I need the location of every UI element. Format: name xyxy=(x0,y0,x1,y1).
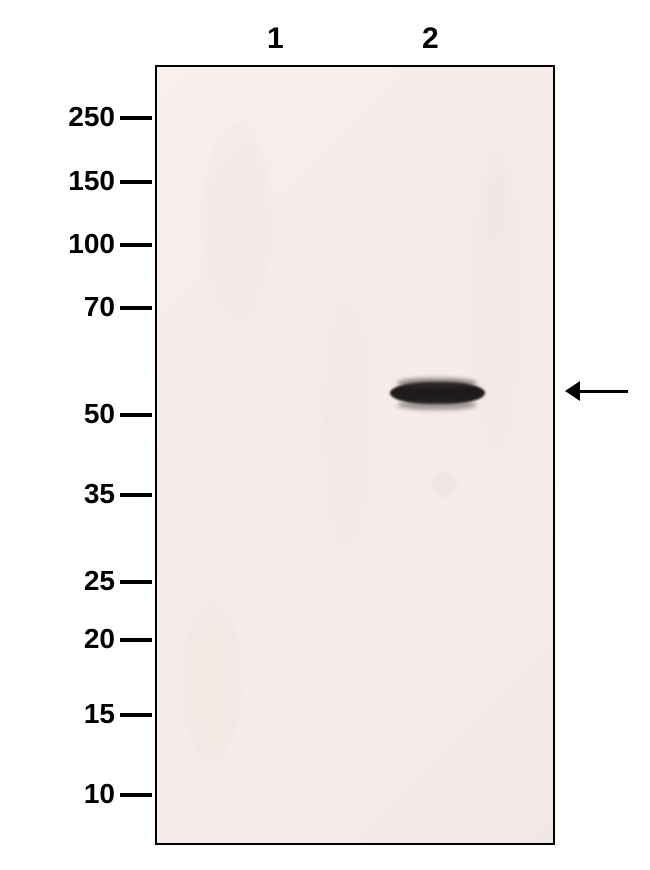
mw-tick-50 xyxy=(120,413,152,417)
mw-label-250: 250 xyxy=(68,101,115,133)
mw-label-25: 25 xyxy=(84,565,115,597)
mw-tick-35 xyxy=(120,493,152,497)
smudge-2 xyxy=(432,472,457,497)
mw-tick-15 xyxy=(120,713,152,717)
mw-tick-250 xyxy=(120,116,152,120)
smudge-0 xyxy=(202,122,272,322)
band-arrow-head xyxy=(565,381,580,401)
mw-tick-10 xyxy=(120,793,152,797)
smudge-3 xyxy=(182,602,242,762)
smudge-1 xyxy=(322,302,372,552)
mw-tick-70 xyxy=(120,306,152,310)
band-lane2-1 xyxy=(397,378,477,388)
smudge-4 xyxy=(472,152,522,452)
mw-label-100: 100 xyxy=(68,228,115,260)
band-lane2-2 xyxy=(397,400,477,410)
mw-label-50: 50 xyxy=(84,398,115,430)
mw-tick-25 xyxy=(120,580,152,584)
mw-label-20: 20 xyxy=(84,623,115,655)
lane-2-label: 2 xyxy=(422,22,439,56)
blot-membrane xyxy=(155,65,555,845)
mw-tick-100 xyxy=(120,243,152,247)
mw-label-70: 70 xyxy=(84,291,115,323)
band-arrow-shaft xyxy=(580,390,628,393)
western-blot-figure: 1 2 250 150 100 70 50 35 25 20 15 10 xyxy=(0,0,650,870)
lane-1-label: 1 xyxy=(267,22,284,56)
mw-label-150: 150 xyxy=(68,165,115,197)
mw-label-35: 35 xyxy=(84,478,115,510)
mw-tick-20 xyxy=(120,638,152,642)
mw-tick-150 xyxy=(120,180,152,184)
mw-label-10: 10 xyxy=(84,778,115,810)
mw-label-15: 15 xyxy=(84,698,115,730)
